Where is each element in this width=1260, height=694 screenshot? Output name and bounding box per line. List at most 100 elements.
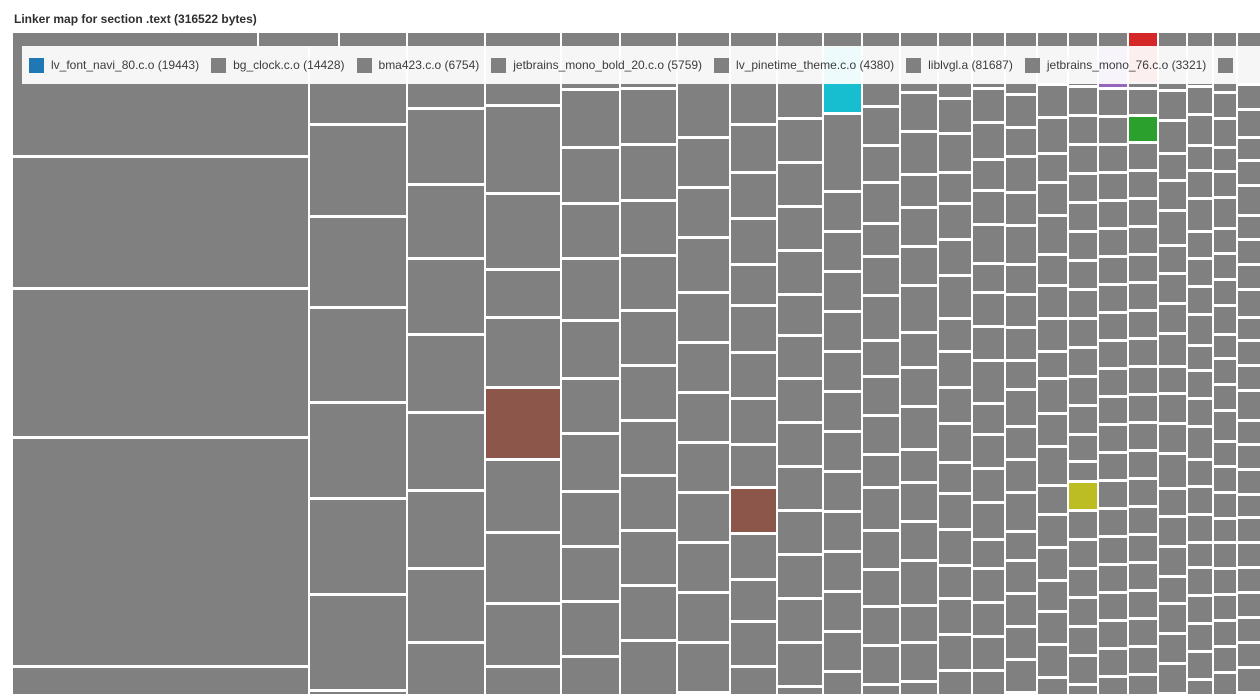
- treemap-cell[interactable]: [621, 312, 676, 364]
- treemap-cell[interactable]: [1188, 372, 1212, 397]
- treemap-cell[interactable]: [1238, 392, 1260, 419]
- treemap-cell[interactable]: [1129, 368, 1157, 393]
- treemap-cell[interactable]: [973, 504, 1004, 538]
- treemap-cell[interactable]: [1006, 194, 1036, 224]
- treemap-cell[interactable]: [778, 33, 822, 47]
- treemap-cell[interactable]: [621, 477, 676, 529]
- treemap-cell[interactable]: [731, 623, 776, 665]
- treemap-cell[interactable]: [731, 400, 776, 443]
- treemap-cell[interactable]: [1069, 436, 1097, 460]
- treemap-cell[interactable]: [973, 192, 1004, 223]
- treemap-cell[interactable]: [1238, 594, 1260, 616]
- treemap-cell[interactable]: [310, 126, 406, 215]
- treemap-cell[interactable]: [1099, 202, 1127, 227]
- treemap-cell[interactable]: [486, 271, 560, 316]
- treemap-cell[interactable]: [1238, 187, 1260, 214]
- treemap-cell[interactable]: [1099, 174, 1127, 199]
- treemap-cell[interactable]: [562, 322, 619, 377]
- legend-item[interactable]: jetbrains_mono_76.c.o (3321): [1024, 57, 1206, 73]
- treemap-cell[interactable]: [678, 139, 729, 186]
- treemap-cell[interactable]: [562, 33, 619, 47]
- treemap-cell[interactable]: [1159, 578, 1186, 602]
- treemap-cell[interactable]: [310, 596, 406, 689]
- treemap-cell[interactable]: [1038, 287, 1067, 317]
- treemap-cell[interactable]: [824, 673, 861, 694]
- treemap-cell[interactable]: [1159, 155, 1186, 179]
- treemap-cell[interactable]: [1129, 620, 1157, 645]
- treemap-cell[interactable]: [1214, 33, 1236, 47]
- treemap-cell[interactable]: [1129, 396, 1157, 421]
- treemap-cell[interactable]: [1038, 582, 1067, 610]
- treemap-cell[interactable]: [778, 120, 822, 161]
- treemap-cell[interactable]: [1006, 661, 1036, 691]
- treemap-cell[interactable]: [863, 297, 899, 339]
- treemap-cell[interactable]: [1214, 120, 1236, 146]
- treemap-cell[interactable]: [1188, 597, 1212, 622]
- treemap-cell[interactable]: [731, 535, 776, 578]
- treemap-cell[interactable]: [973, 604, 1004, 635]
- treemap-cell[interactable]: [901, 369, 937, 405]
- treemap-cell[interactable]: [1188, 400, 1212, 425]
- treemap-cell[interactable]: [731, 668, 776, 694]
- treemap-cell[interactable]: [1214, 199, 1236, 227]
- treemap-cell[interactable]: [621, 532, 676, 584]
- treemap-cell[interactable]: [1214, 360, 1236, 383]
- treemap-cell[interactable]: [13, 290, 308, 436]
- treemap-cell[interactable]: [1159, 33, 1186, 47]
- treemap-cell[interactable]: [1038, 184, 1067, 214]
- treemap-cell[interactable]: [1214, 94, 1236, 117]
- treemap-cell[interactable]: [1188, 33, 1212, 47]
- treemap-cell[interactable]: [1038, 613, 1067, 643]
- treemap-cell[interactable]: [901, 562, 937, 604]
- treemap-cell[interactable]: [1159, 122, 1186, 152]
- treemap-cell[interactable]: [678, 344, 729, 391]
- treemap-cell[interactable]: [562, 149, 619, 202]
- treemap-cell[interactable]: [1159, 518, 1186, 545]
- treemap-cell[interactable]: [1238, 266, 1260, 288]
- treemap-cell[interactable]: [310, 500, 406, 593]
- treemap-cell[interactable]: [939, 353, 971, 386]
- treemap-cell[interactable]: [1188, 653, 1212, 678]
- treemap-cell[interactable]: [1159, 548, 1186, 575]
- treemap-cell[interactable]: [621, 202, 676, 254]
- treemap-cell[interactable]: [1238, 86, 1260, 108]
- treemap-cell[interactable]: [408, 110, 484, 183]
- treemap-cell[interactable]: [562, 493, 619, 545]
- treemap-cell[interactable]: [621, 33, 676, 47]
- treemap-cell[interactable]: [778, 252, 822, 293]
- treemap-cell[interactable]: [621, 90, 676, 143]
- treemap-cell[interactable]: [1129, 200, 1157, 225]
- treemap-cell[interactable]: [408, 186, 484, 257]
- treemap-cell[interactable]: [1038, 353, 1067, 377]
- treemap-cell[interactable]: [1069, 33, 1097, 47]
- treemap-cell[interactable]: [486, 319, 560, 386]
- treemap-cell[interactable]: [1129, 676, 1157, 694]
- treemap-cell[interactable]: [863, 33, 899, 47]
- treemap-cell[interactable]: [1129, 90, 1157, 114]
- treemap-cell[interactable]: [731, 446, 776, 486]
- treemap-cell[interactable]: [1006, 595, 1036, 625]
- treemap-cell[interactable]: [901, 33, 937, 47]
- treemap-cell[interactable]: [863, 342, 899, 375]
- treemap-cell[interactable]: [1188, 544, 1212, 566]
- treemap-cell[interactable]: [621, 422, 676, 474]
- treemap-cell[interactable]: [1069, 378, 1097, 404]
- treemap-cell[interactable]: [1188, 116, 1212, 144]
- treemap-cell[interactable]: [1069, 599, 1097, 625]
- treemap-cell[interactable]: [778, 164, 822, 205]
- treemap-cell[interactable]: [1214, 412, 1236, 440]
- treemap-cell-highlight[interactable]: [731, 489, 776, 532]
- treemap-cell[interactable]: [939, 425, 971, 461]
- treemap-cell[interactable]: [486, 534, 560, 602]
- treemap-cell[interactable]: [1006, 391, 1036, 425]
- treemap-cell[interactable]: [1038, 448, 1067, 484]
- treemap-cell[interactable]: [863, 147, 899, 181]
- treemap-cell[interactable]: [1038, 415, 1067, 445]
- treemap-cell[interactable]: [310, 218, 406, 306]
- treemap-cell[interactable]: [310, 404, 406, 497]
- treemap-cell[interactable]: [1038, 646, 1067, 676]
- treemap-cell[interactable]: [13, 158, 308, 287]
- treemap-cell[interactable]: [1129, 564, 1157, 589]
- treemap-cell[interactable]: [939, 135, 971, 171]
- treemap-cell[interactable]: [1069, 657, 1097, 683]
